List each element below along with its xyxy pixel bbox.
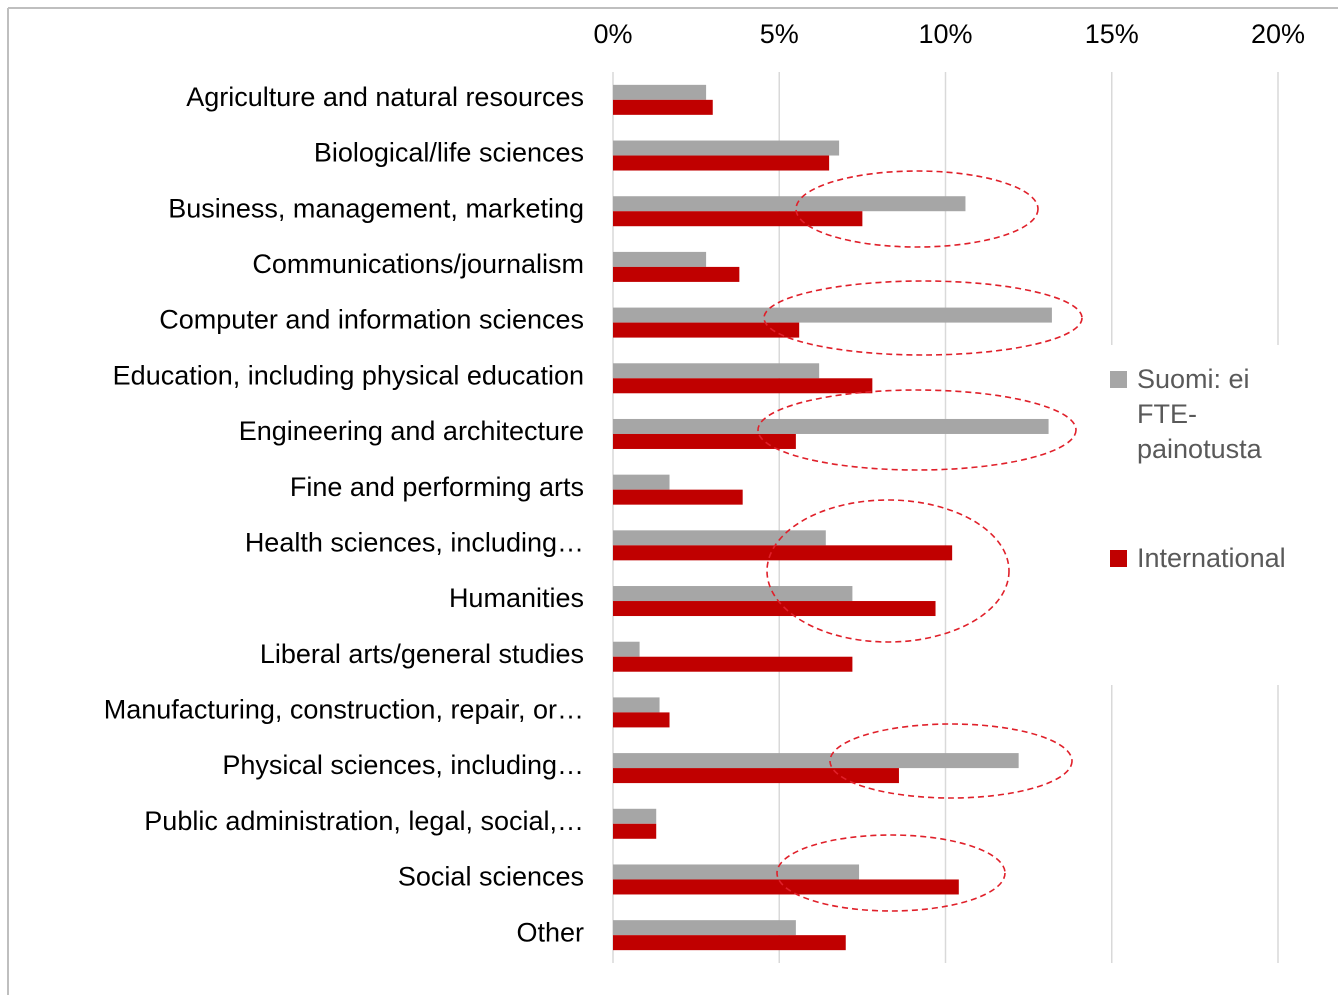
- y-tick-label: Fine and performing arts: [290, 472, 584, 502]
- bar: [613, 808, 657, 824]
- x-tick-label: 10%: [918, 19, 972, 49]
- legend-background: [1095, 345, 1338, 685]
- highlight-ellipse: [766, 499, 1010, 643]
- highlight-ellipse: [795, 170, 1039, 248]
- bar: [613, 823, 657, 839]
- y-tick-label: Liberal arts/general studies: [260, 639, 584, 669]
- bar: [613, 768, 899, 784]
- bar: [613, 363, 820, 379]
- bar: [613, 586, 853, 602]
- y-tick-label: Education, including physical education: [113, 360, 584, 390]
- bar: [613, 378, 873, 394]
- y-tick-label: Manufacturing, construction, repair, or…: [104, 695, 584, 725]
- x-tick-label: 0%: [593, 19, 632, 49]
- x-tick-label: 5%: [760, 19, 799, 49]
- bar: [613, 601, 936, 617]
- bar: [613, 433, 796, 449]
- y-tick-label: Agriculture and natural resources: [186, 82, 584, 112]
- bar: [613, 322, 800, 338]
- y-tick-label: Humanities: [449, 583, 584, 613]
- legend-label: International: [1137, 543, 1286, 573]
- highlight-ellipse: [763, 280, 1083, 356]
- bar: [613, 697, 660, 713]
- bar: [613, 920, 796, 936]
- bar: [613, 753, 1019, 769]
- annotations: [757, 170, 1083, 912]
- legend-swatch: [1110, 371, 1127, 388]
- bar: [613, 474, 670, 490]
- y-tick-label: Other: [516, 917, 584, 947]
- highlight-ellipse: [829, 723, 1073, 799]
- bar: [613, 530, 826, 546]
- legend-label: Suomi: ei FTE-painotusta: [1137, 364, 1262, 464]
- highlight-ellipse: [776, 834, 1006, 912]
- legend-item: Suomi: ei FTE-painotusta: [1110, 362, 1297, 467]
- x-tick-label: 15%: [1085, 19, 1139, 49]
- bar: [613, 935, 846, 951]
- bar: [613, 211, 863, 227]
- y-tick-label: Health sciences, including…: [245, 527, 584, 557]
- bar: [613, 140, 840, 156]
- bar: [613, 489, 743, 505]
- legend-swatch: [1110, 550, 1127, 567]
- bar: [613, 307, 1052, 323]
- y-tick-label: Public administration, legal, social,…: [144, 806, 584, 836]
- y-tick-label: Social sciences: [398, 862, 584, 892]
- bar: [613, 196, 966, 212]
- bar: [613, 879, 959, 895]
- y-tick-label: Business, management, marketing: [168, 193, 584, 223]
- bar: [613, 155, 830, 171]
- bar: [613, 84, 707, 100]
- bar: [613, 266, 740, 282]
- bar: [613, 251, 707, 267]
- y-tick-label: Computer and information sciences: [159, 305, 584, 335]
- bar: [613, 641, 640, 657]
- x-tick-label: 20%: [1251, 19, 1305, 49]
- y-tick-label: Communications/journalism: [252, 249, 584, 279]
- bar: [613, 864, 860, 880]
- bar: [613, 656, 853, 672]
- bar: [613, 545, 953, 561]
- y-tick-label: Physical sciences, including…: [222, 750, 584, 780]
- highlight-ellipse: [757, 389, 1077, 471]
- legend-item: International: [1110, 541, 1297, 576]
- y-tick-label: Biological/life sciences: [314, 138, 584, 168]
- bar: [613, 418, 1049, 434]
- bar: [613, 712, 670, 728]
- y-tick-label: Engineering and architecture: [239, 416, 584, 446]
- bar: [613, 99, 713, 115]
